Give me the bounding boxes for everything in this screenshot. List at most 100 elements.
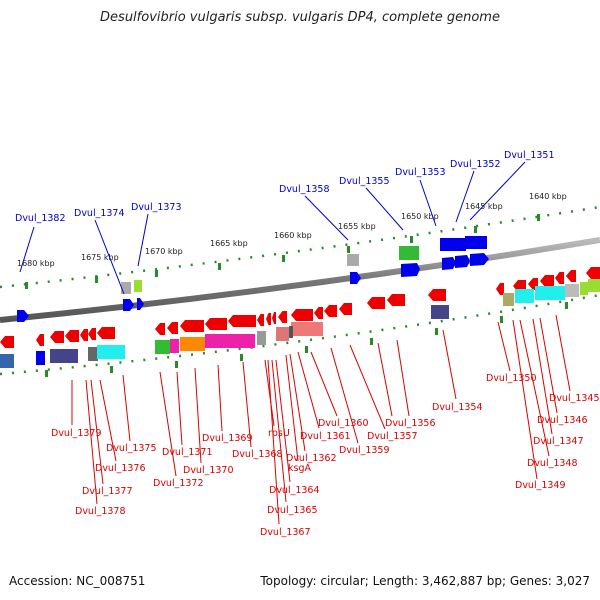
- major-tick-lower: [370, 338, 373, 345]
- gene-green-top: [399, 246, 419, 260]
- label-dvul-1352: Dvul_1352: [450, 159, 501, 170]
- feature-green-1: [155, 340, 170, 354]
- leader-bottom: [349, 344, 386, 430]
- label-dvul-1372: Dvul_1372: [153, 478, 204, 489]
- major-tick-upper: [410, 236, 413, 243]
- feature-magenta-2: [205, 334, 255, 348]
- ticks: [25, 214, 568, 377]
- tick-label-1650: 1650 kbp: [401, 212, 439, 221]
- feature-orange-1: [180, 337, 205, 351]
- leader-bottom: [532, 318, 553, 435]
- leader-bottom: [285, 354, 299, 462]
- leader-bottom: [264, 359, 275, 427]
- label-dvul-1349: Dvul_1349: [515, 480, 566, 491]
- label-dvul-1382: Dvul_1382: [15, 213, 66, 224]
- leader-bottom: [99, 379, 117, 462]
- label-dvul-1369: Dvul_1369: [202, 433, 253, 444]
- reverse-gene: [272, 312, 276, 324]
- label-dvul-1354: Dvul_1354: [432, 402, 483, 413]
- major-tick-upper: [155, 270, 158, 277]
- scale-track-upper: [0, 205, 600, 289]
- accession-text: Accession: NC_008751: [9, 574, 146, 588]
- label-dvul-1373: Dvul_1373: [131, 202, 182, 213]
- tick-label-1675: 1675 kbp: [81, 253, 119, 262]
- leader-bottom: [194, 367, 202, 464]
- gene-dvul-1351-b: [470, 253, 489, 266]
- leader-bottom: [242, 361, 252, 448]
- feature-band: [0, 279, 600, 368]
- reverse-gene: [324, 305, 337, 317]
- reverse-gene: [278, 311, 287, 323]
- reverse-gene: [314, 307, 323, 319]
- leader-top: [469, 161, 526, 221]
- leader-bottom: [122, 374, 131, 442]
- leader-bottom: [297, 351, 320, 429]
- leader-bottom: [377, 342, 393, 417]
- genes-reverse: [0, 267, 600, 348]
- leader-bottom: [519, 319, 550, 457]
- feature-grey-2: [257, 331, 266, 345]
- gene-dvul-1353: [440, 238, 466, 251]
- reverse-gene: [428, 289, 446, 301]
- reverse-gene: [0, 336, 14, 348]
- label-dvul-1345: Dvul_1345: [549, 393, 600, 404]
- genome-title: Desulfovibrio vulgaris subsp. vulgaris D…: [100, 10, 500, 25]
- gene-dvul-1355: [401, 263, 420, 277]
- leader-bottom: [90, 379, 104, 485]
- major-tick-lower: [305, 346, 308, 353]
- leader-bottom: [512, 319, 538, 480]
- tick-labels: 1680 kbp 1675 kbp 1670 kbp 1665 kbp 1660…: [17, 192, 567, 268]
- label-ksga: ksgA: [288, 463, 311, 474]
- reverse-gene: [496, 283, 504, 295]
- leader-top: [455, 170, 475, 223]
- label-dvul-1358: Dvul_1358: [279, 184, 330, 195]
- major-tick-upper: [95, 276, 98, 283]
- leader-bottom: [176, 371, 183, 446]
- reverse-gene: [88, 328, 96, 340]
- feature-cyan-3: [535, 286, 565, 300]
- major-tick-upper: [25, 282, 28, 289]
- feature-grey-3: [289, 326, 293, 338]
- leader-top: [19, 226, 35, 273]
- reverse-gene: [266, 313, 271, 325]
- gene-olive-top: [134, 280, 142, 292]
- label-dvul-1351: Dvul_1351: [504, 150, 555, 161]
- label-dvul-1355: Dvul_1355: [339, 176, 390, 187]
- label-dvul-1347: Dvul_1347: [533, 436, 584, 447]
- tick-label-1660: 1660 kbp: [274, 231, 312, 240]
- reverse-gene: [97, 327, 115, 339]
- feature-salmon-1: [276, 327, 289, 341]
- label-dvul-1371: Dvul_1371: [162, 447, 213, 458]
- gene-dvul-1373: [137, 298, 144, 310]
- reverse-gene: [540, 275, 554, 287]
- leader-top: [94, 219, 125, 295]
- tick-label-1680: 1680 kbp: [17, 259, 55, 268]
- feature-cyan-1: [97, 345, 125, 359]
- genome-backbone: [0, 237, 600, 323]
- reverse-gene: [167, 322, 178, 334]
- label-dvul-1356: Dvul_1356: [385, 418, 436, 429]
- major-tick-lower: [175, 361, 178, 368]
- label-dvul-1357: Dvul_1357: [367, 431, 418, 442]
- leader-bottom: [289, 353, 306, 452]
- tick-label-1655: 1655 kbp: [338, 222, 376, 231]
- reverse-gene: [339, 303, 352, 315]
- leader-bottom: [555, 314, 571, 392]
- label-dvul-1350: Dvul_1350: [486, 373, 537, 384]
- label-dvul-1379: Dvul_1379: [51, 428, 102, 439]
- label-rpsu: rpsU: [268, 428, 290, 439]
- labels-top: Dvul_1382 Dvul_1374 Dvul_1373 Dvul_1358 …: [15, 150, 555, 224]
- feature-blue-left: [0, 354, 14, 368]
- label-leaders: [19, 161, 571, 525]
- leader-top: [365, 187, 404, 231]
- label-dvul-1370: Dvul_1370: [183, 465, 234, 476]
- leader-bottom: [497, 321, 511, 372]
- scale-tracks: [0, 205, 600, 376]
- leader-bottom: [85, 379, 98, 505]
- genome-summary: Topology: circular; Length: 3,462,887 bp…: [260, 574, 590, 588]
- label-dvul-1359: Dvul_1359: [339, 445, 390, 456]
- gene-grey-top-2: [347, 254, 359, 266]
- label-dvul-1348: Dvul_1348: [527, 458, 578, 469]
- reverse-gene: [228, 315, 256, 327]
